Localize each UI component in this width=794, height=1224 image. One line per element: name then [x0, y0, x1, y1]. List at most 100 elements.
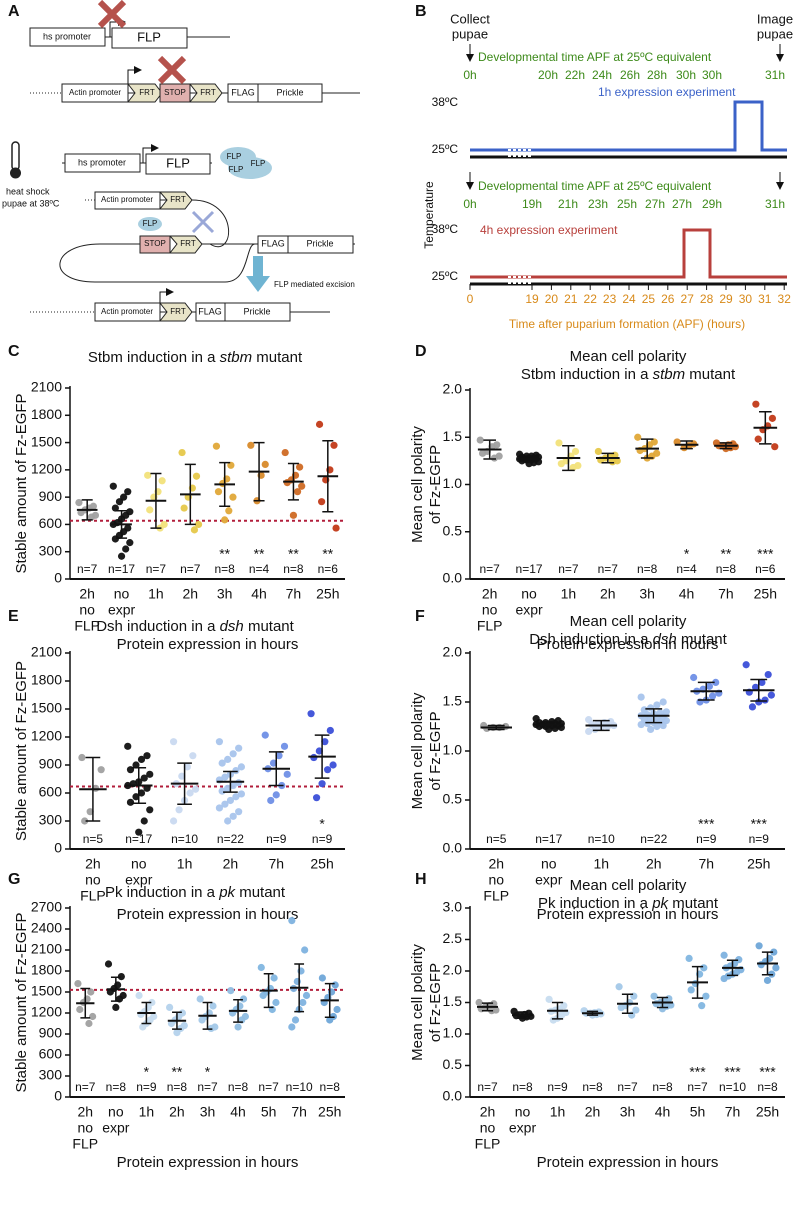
chart: G Pk induction in a pk mutant Stable amoun…	[8, 871, 345, 1171]
data-point	[104, 960, 113, 968]
title-part: stbm	[220, 349, 253, 366]
data-point	[212, 442, 221, 450]
chart: E Dsh induction in a dsh mutant Stable amo…	[8, 608, 345, 923]
data-point	[137, 789, 146, 797]
data-point	[272, 998, 280, 1007]
x-tick-label: 2h	[488, 856, 504, 872]
box	[29, 27, 106, 47]
data-point	[333, 1005, 341, 1014]
x-tick-label: 4h	[230, 1104, 246, 1120]
n-label: n=9	[696, 832, 717, 846]
x-tick-label: no	[108, 1104, 124, 1120]
data-point	[144, 471, 152, 479]
x-axis-label: Protein expression in hours	[117, 636, 299, 653]
data-point	[237, 790, 246, 798]
n-label: n=8	[283, 562, 304, 576]
data-point	[148, 998, 156, 1007]
data-point	[81, 817, 89, 825]
data-point	[235, 744, 243, 752]
x-tick-label: expr	[102, 1120, 130, 1136]
data-point	[685, 954, 693, 963]
frt-label: FRT	[139, 88, 155, 97]
promoter: hs promoter	[78, 157, 126, 167]
significance: *	[144, 1064, 150, 1080]
x-tick-label: 1h	[139, 1104, 155, 1120]
y-tick-label: 2100	[31, 644, 62, 660]
data-point	[647, 725, 655, 734]
data-point	[146, 506, 154, 514]
data-point	[326, 726, 334, 735]
data-point	[545, 995, 553, 1003]
data-point	[673, 438, 681, 446]
dev-tick: 27h	[672, 197, 692, 211]
panel-label: E	[8, 608, 19, 625]
data-point	[229, 812, 237, 820]
data-point	[74, 980, 82, 988]
n-label: n=7	[180, 562, 201, 576]
y-axis-label: Mean cell polarity	[409, 944, 426, 1061]
data-point	[143, 752, 151, 760]
data-point	[180, 504, 188, 512]
frt-label: FRT	[170, 307, 186, 316]
chart-title: Mean cell polarity	[570, 613, 687, 630]
y-tick-label: 1.5	[443, 428, 463, 444]
chart-title: Stbm induction in a stbm mutant	[521, 366, 736, 383]
x-tick-label: 22	[584, 292, 598, 306]
y-tick-label: 1500	[31, 433, 62, 449]
y-tick-label: 1.0	[443, 1025, 463, 1041]
x-tick-label: 25h	[310, 856, 333, 872]
y-tick-label: 0	[54, 840, 62, 856]
data-point	[318, 498, 326, 506]
x-tick-label: 23	[603, 292, 617, 306]
n-label: n=8	[757, 1080, 778, 1094]
x-tick-label: 7h	[698, 856, 714, 872]
data-point	[288, 1023, 296, 1031]
dev-tick: 26h	[620, 68, 640, 82]
title-part: dsh	[220, 618, 244, 635]
data-point	[571, 447, 580, 456]
dev-tick: 31h	[765, 197, 785, 211]
data-point	[221, 800, 229, 808]
data-point	[124, 488, 132, 496]
x-tick-label: 4h	[655, 1104, 671, 1120]
x-tick-label: 25h	[754, 586, 777, 602]
y-tick-label: 0.5	[443, 522, 463, 538]
title-part: Stbm induction in a	[88, 349, 220, 366]
x-tick-label: 3h	[217, 586, 233, 602]
excision: FLP mediated excision	[274, 280, 355, 289]
data-point	[218, 787, 226, 795]
data-point	[227, 461, 235, 469]
panel-a: A hs promoter FLP Actin promoter FRT STO…	[2, 0, 360, 322]
x-tick-label: 25h	[316, 586, 339, 602]
y-tick-label: 600	[39, 784, 63, 800]
data-point	[329, 761, 337, 769]
protein	[228, 157, 272, 179]
title-part: Mean cell polarity	[570, 348, 687, 365]
significance: ***	[689, 1064, 706, 1080]
data-point	[183, 763, 191, 771]
panel-label: G	[8, 871, 20, 888]
data-point	[224, 784, 232, 792]
cross	[157, 55, 187, 85]
gene: FLP	[166, 155, 190, 170]
data-point	[754, 435, 762, 443]
data-point	[757, 961, 765, 969]
n-label: n=22	[217, 832, 244, 846]
data-point	[269, 759, 278, 767]
n-label: n=5	[486, 832, 507, 846]
data-point	[702, 992, 710, 1000]
x-tick-label: no	[114, 586, 130, 602]
data-point	[270, 974, 278, 982]
data-point	[755, 942, 763, 950]
data-point	[226, 796, 235, 805]
y-tick-label: 300	[39, 812, 63, 828]
box	[139, 235, 171, 254]
data-point	[239, 995, 248, 1003]
data-point	[137, 755, 146, 764]
n-label: n=10	[719, 1080, 746, 1094]
data-point	[111, 504, 119, 512]
data-point	[323, 766, 332, 774]
data-point	[761, 696, 769, 704]
flag: FLAG	[261, 238, 285, 248]
data-point	[267, 796, 275, 805]
